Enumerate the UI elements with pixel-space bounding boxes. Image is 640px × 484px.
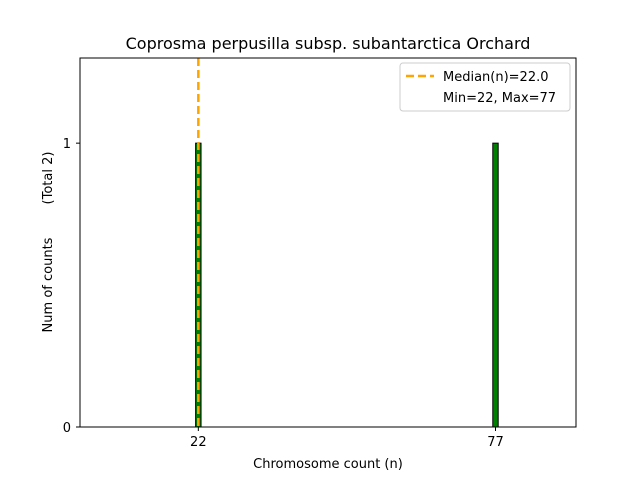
x-axis-label: Chromosome count (n) bbox=[253, 457, 403, 472]
legend-median-label: Median(n)=22.0 bbox=[443, 70, 549, 85]
y-axis-label: Num of counts bbox=[41, 237, 56, 332]
axes-layer: 22 77 0 1 bbox=[63, 57, 577, 450]
chart-title: Coprosma perpusilla subsp. subantarctica… bbox=[126, 34, 531, 53]
x-tick-label-77: 77 bbox=[487, 435, 504, 450]
bars-layer bbox=[195, 142, 499, 428]
legend: Median(n)=22.0 Min=22, Max=77 bbox=[399, 62, 571, 112]
y-tick-label-0: 0 bbox=[63, 421, 71, 436]
plot-frame bbox=[79, 57, 577, 428]
y-tick-label-1: 1 bbox=[63, 137, 71, 152]
bar-77 bbox=[492, 142, 499, 428]
legend-box bbox=[399, 62, 571, 112]
legend-range-label: Min=22, Max=77 bbox=[443, 91, 556, 106]
y-axis-total-label: (Total 2) bbox=[41, 152, 56, 205]
x-tick-label-22: 22 bbox=[190, 435, 207, 450]
